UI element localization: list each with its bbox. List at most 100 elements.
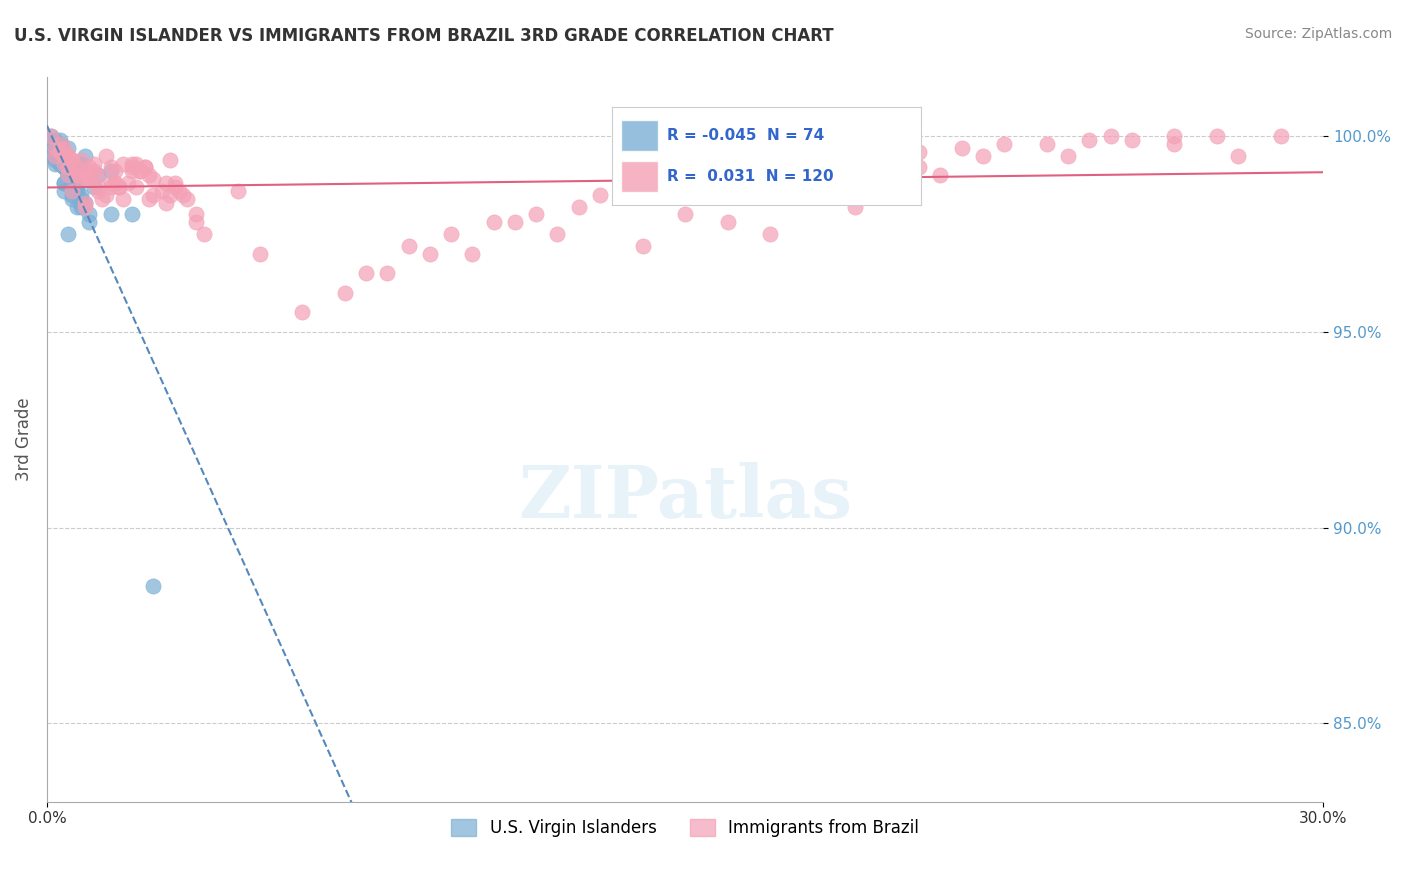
Point — [44, 156, 66, 170]
Point — [39, 141, 62, 155]
Point — [865, 149, 887, 163]
Point — [56, 227, 79, 241]
Point — [70, 172, 93, 186]
Point — [887, 169, 910, 183]
Point — [56, 149, 79, 163]
Point — [62, 153, 84, 167]
Point — [52, 149, 75, 163]
Point — [52, 184, 75, 198]
Point — [780, 156, 803, 170]
Point — [568, 200, 591, 214]
Point — [159, 187, 181, 202]
Point — [87, 180, 110, 194]
Point — [104, 176, 127, 190]
Point — [48, 141, 70, 155]
Point — [134, 161, 156, 175]
Point — [83, 164, 105, 178]
Point — [673, 207, 696, 221]
Point — [48, 149, 70, 163]
Point — [142, 172, 165, 186]
Point — [79, 172, 101, 186]
Point — [717, 215, 740, 229]
Point — [52, 161, 75, 175]
Point — [249, 246, 271, 260]
Point — [104, 176, 127, 190]
Point — [100, 164, 122, 178]
Point — [62, 172, 84, 186]
Point — [44, 145, 66, 159]
Point — [62, 176, 84, 190]
Point — [100, 161, 122, 175]
Point — [48, 133, 70, 147]
Point — [39, 136, 62, 151]
Point — [48, 156, 70, 170]
Point — [52, 156, 75, 170]
Point — [44, 136, 66, 151]
Point — [631, 239, 654, 253]
Point — [52, 161, 75, 175]
Text: ZIPatlas: ZIPatlas — [517, 462, 852, 533]
Point — [398, 239, 420, 253]
Point — [112, 156, 135, 170]
Point — [48, 141, 70, 155]
Point — [39, 129, 62, 144]
Point — [66, 187, 89, 202]
Point — [44, 141, 66, 155]
Point — [1270, 129, 1292, 144]
Point — [79, 164, 101, 178]
Point — [108, 180, 131, 194]
Point — [155, 195, 177, 210]
Point — [48, 149, 70, 163]
Point — [972, 149, 994, 163]
Point — [56, 149, 79, 163]
Point — [52, 149, 75, 163]
Point — [66, 180, 89, 194]
Point — [52, 153, 75, 167]
Text: R =  0.031  N = 120: R = 0.031 N = 120 — [668, 169, 834, 185]
Point — [79, 207, 101, 221]
Point — [1227, 149, 1250, 163]
Point — [138, 169, 160, 183]
Point — [291, 305, 314, 319]
Point — [929, 169, 952, 183]
Point — [83, 156, 105, 170]
Point — [62, 187, 84, 202]
Point — [44, 153, 66, 167]
Point — [121, 156, 143, 170]
Point — [70, 187, 93, 202]
Point — [56, 169, 79, 183]
Point — [142, 579, 165, 593]
Point — [62, 161, 84, 175]
Point — [56, 169, 79, 183]
Point — [759, 227, 782, 241]
Point — [62, 176, 84, 190]
FancyBboxPatch shape — [621, 120, 658, 151]
Point — [79, 215, 101, 229]
Point — [91, 192, 114, 206]
Point — [62, 153, 84, 167]
Point — [52, 149, 75, 163]
Point — [52, 156, 75, 170]
Point — [176, 192, 198, 206]
Point — [589, 187, 612, 202]
Point — [48, 145, 70, 159]
Point — [39, 129, 62, 144]
Point — [75, 200, 97, 214]
Point — [150, 184, 173, 198]
Point — [844, 200, 866, 214]
Point — [546, 227, 568, 241]
Point — [419, 246, 441, 260]
Point — [52, 176, 75, 190]
Point — [75, 169, 97, 183]
Legend: U.S. Virgin Islanders, Immigrants from Brazil: U.S. Virgin Islanders, Immigrants from B… — [444, 813, 925, 844]
Point — [125, 156, 148, 170]
Point — [610, 187, 633, 202]
Point — [48, 136, 70, 151]
Point — [87, 169, 110, 183]
Point — [44, 133, 66, 147]
Point — [70, 195, 93, 210]
Point — [66, 169, 89, 183]
Point — [823, 153, 845, 167]
Point — [167, 184, 190, 198]
Point — [39, 136, 62, 151]
